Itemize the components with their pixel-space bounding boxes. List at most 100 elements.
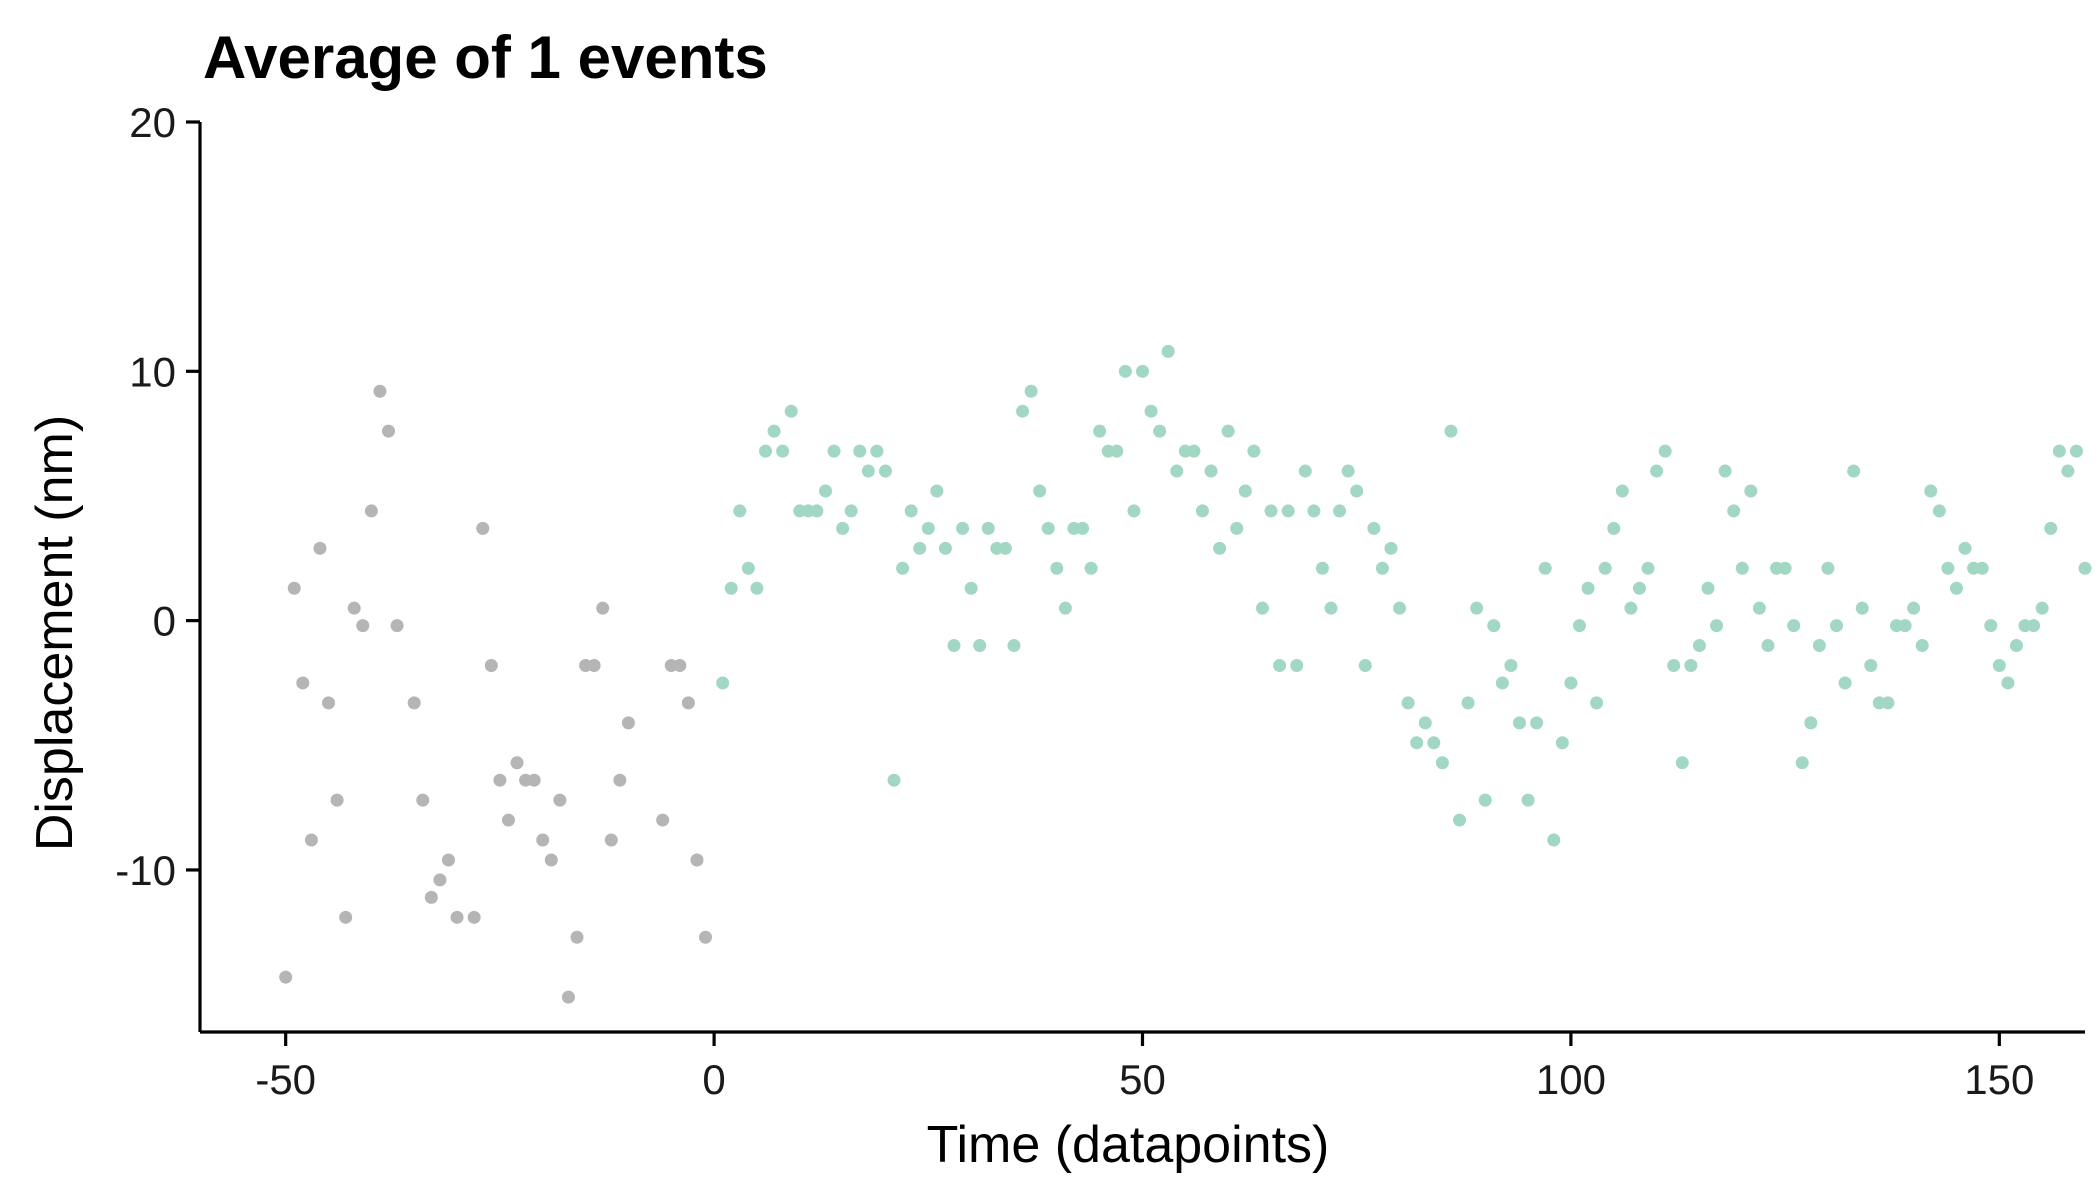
- data-point: [767, 424, 781, 438]
- x-axis-label: Time (datapoints): [927, 1116, 1330, 1174]
- y-tick-label: 0: [153, 598, 176, 645]
- data-point: [553, 793, 567, 807]
- data-point: [1195, 504, 1209, 518]
- data-point: [1675, 756, 1689, 770]
- data-point: [382, 424, 395, 438]
- data-point: [287, 581, 301, 595]
- data-point: [861, 464, 875, 478]
- data-point: [1290, 659, 1304, 673]
- data-point: [947, 639, 961, 653]
- data-point: [1255, 601, 1269, 615]
- data-point: [1787, 619, 1801, 633]
- data-point: [613, 773, 627, 787]
- data-point: [981, 521, 995, 535]
- y-tick-label: -10: [115, 847, 176, 894]
- data-point: [1949, 581, 1963, 595]
- data-point: [416, 793, 430, 807]
- data-point: [998, 541, 1012, 555]
- data-point: [1333, 504, 1347, 518]
- data-point: [424, 890, 438, 904]
- data-point: [878, 464, 892, 478]
- data-point: [1298, 464, 1312, 478]
- data-point: [1804, 716, 1818, 730]
- data-point: [1187, 444, 1201, 458]
- data-point: [1358, 659, 1372, 673]
- data-point: [1581, 581, 1595, 595]
- data-point: [544, 853, 558, 867]
- data-point: [1076, 521, 1090, 535]
- data-point: [827, 444, 841, 458]
- data-point: [1958, 541, 1972, 555]
- data-point: [1410, 736, 1424, 750]
- data-point: [1692, 639, 1706, 653]
- data-point: [1830, 619, 1844, 633]
- y-axis-ticks: -10 0 10 20: [115, 99, 200, 894]
- data-point: [279, 970, 293, 984]
- data-point: [433, 873, 447, 887]
- data-point: [1761, 639, 1775, 653]
- data-point: [1221, 424, 1235, 438]
- data-point: [1572, 619, 1586, 633]
- data-point: [913, 541, 927, 555]
- data-point: [1093, 424, 1107, 438]
- data-point: [759, 444, 772, 458]
- data-point: [2078, 561, 2092, 575]
- data-point: [2035, 601, 2049, 615]
- data-point: [1110, 444, 1124, 458]
- data-point: [1230, 521, 1244, 535]
- data-point: [1735, 561, 1749, 575]
- data-point: [1881, 696, 1895, 710]
- data-point: [390, 619, 404, 633]
- data-point: [870, 444, 884, 458]
- data-point: [750, 581, 764, 595]
- y-axis-label: Displacement (nm): [26, 415, 84, 851]
- data-point: [716, 676, 730, 690]
- data-point: [1658, 444, 1672, 458]
- data-point: [621, 716, 635, 730]
- data-point: [467, 910, 481, 924]
- chart-title: Average of 1 events: [203, 24, 768, 91]
- data-point: [1478, 793, 1492, 807]
- data-point: [587, 659, 601, 673]
- data-point: [1778, 561, 1792, 575]
- data-point: [1992, 659, 2006, 673]
- data-point: [1016, 404, 1030, 418]
- data-point: [1812, 639, 1826, 653]
- data-point: [1907, 601, 1921, 615]
- data-point: [304, 833, 318, 847]
- data-point: [1795, 756, 1809, 770]
- data-point: [1615, 484, 1629, 498]
- data-point: [1307, 504, 1321, 518]
- data-point: [853, 444, 867, 458]
- data-point: [1118, 364, 1132, 378]
- data-point: [1470, 601, 1484, 615]
- data-point: [1821, 561, 1835, 575]
- data-point: [964, 581, 978, 595]
- data-point: [1084, 561, 1098, 575]
- data-point: [1504, 659, 1518, 673]
- data-point: [1041, 521, 1055, 535]
- data-point: [1487, 619, 1501, 633]
- data-point: [1607, 521, 1621, 535]
- x-tick-label: -50: [255, 1056, 316, 1103]
- data-point: [322, 696, 336, 710]
- data-point: [1418, 716, 1432, 730]
- data-point: [1281, 504, 1295, 518]
- x-tick-label: 100: [1536, 1056, 1606, 1103]
- data-point: [656, 813, 670, 827]
- data-point: [973, 639, 987, 653]
- data-point: [699, 930, 713, 944]
- data-point: [510, 756, 524, 770]
- data-point: [1435, 756, 1449, 770]
- data-point: [1495, 676, 1509, 690]
- data-point: [784, 404, 798, 418]
- data-point: [1984, 619, 1998, 633]
- data-point: [561, 990, 575, 1004]
- data-point: [887, 773, 901, 787]
- data-point: [1838, 676, 1852, 690]
- data-point: [1273, 659, 1287, 673]
- data-point: [1341, 464, 1355, 478]
- data-point: [1855, 601, 1869, 615]
- data-point: [364, 504, 378, 518]
